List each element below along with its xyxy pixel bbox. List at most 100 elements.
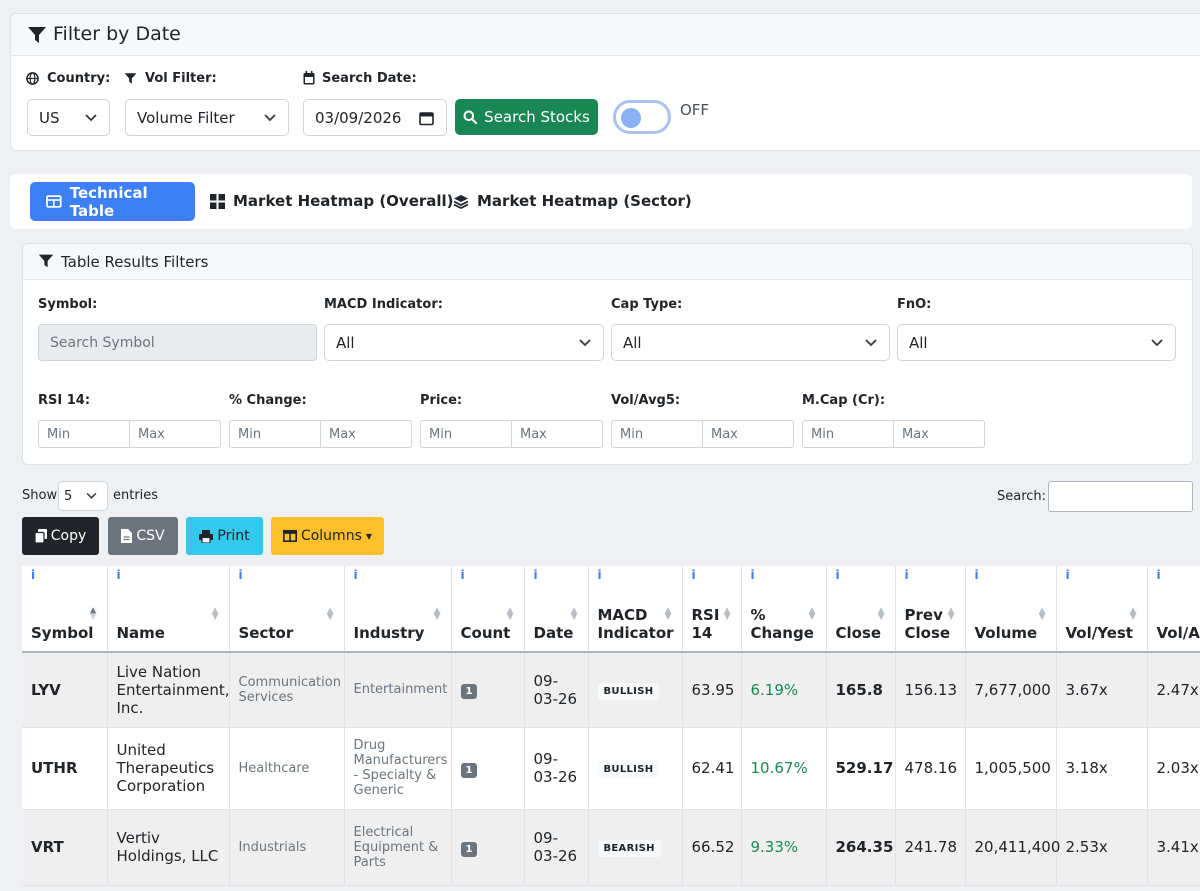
- table-row[interactable]: UTHR United Therapeutics Corporation Hea…: [22, 727, 1200, 810]
- technical-table-wrapper: i ▲ ▼ Symbol i ▲ ▼ Name i ▲ ▼ Sector i ▲ ▼ Industry …: [22, 566, 1200, 891]
- price-min-input[interactable]: Min: [429, 426, 453, 442]
- info-icon[interactable]: i: [31, 568, 36, 582]
- cell-symbol[interactable]: LYV: [22, 652, 108, 728]
- col-header-industry[interactable]: i ▲ ▼ Industry: [344, 566, 452, 653]
- entries-select[interactable]: 5: [58, 481, 108, 511]
- sort-icon: ▲ ▼: [808, 606, 816, 622]
- sort-icon: ▲ ▼: [433, 606, 441, 622]
- col-header-date[interactable]: i ▲ ▼ Date: [524, 566, 589, 653]
- price-max-input[interactable]: Max: [511, 421, 602, 447]
- col-header-close[interactable]: i ▲ ▼ Close: [826, 566, 896, 653]
- sort-icon: ▲ ▼: [877, 606, 885, 622]
- cell-symbol[interactable]: UTHR: [22, 727, 108, 810]
- col-header-name[interactable]: i ▲ ▼ Name: [107, 566, 230, 653]
- info-icon[interactable]: i: [1156, 568, 1161, 582]
- search-date-input[interactable]: 03/09/2026: [303, 99, 447, 136]
- sort-icon: ▲ ▼: [211, 606, 219, 622]
- info-icon[interactable]: i: [353, 568, 358, 582]
- vol-filter-select[interactable]: Volume Filter: [125, 99, 289, 136]
- table-row[interactable]: VRT Vertiv Holdings, LLC Industrials Ele…: [22, 809, 1200, 886]
- header-label: Close: [835, 624, 882, 642]
- rsi-max-input[interactable]: Max: [129, 421, 220, 447]
- info-icon[interactable]: i: [460, 568, 465, 582]
- header-label: RSI 14: [691, 606, 720, 642]
- col-header-symbol[interactable]: i ▲ ▼ Symbol: [22, 566, 108, 653]
- macd-badge: BEARISH: [597, 840, 661, 857]
- table-header-row: i ▲ ▼ Symbol i ▲ ▼ Name i ▲ ▼ Sector i ▲ ▼ Industry …: [22, 566, 1200, 653]
- table-row[interactable]: LYV Live Nation Entertainment, Inc. Comm…: [22, 652, 1200, 728]
- info-icon[interactable]: i: [974, 568, 979, 582]
- print-button[interactable]: Print: [186, 517, 263, 555]
- toggle-switch[interactable]: [613, 100, 671, 134]
- info-icon[interactable]: i: [597, 568, 602, 582]
- sort-icon: ▲ ▼: [326, 606, 334, 622]
- info-icon[interactable]: i: [238, 568, 243, 582]
- header-label: Count: [460, 624, 511, 642]
- macd-select[interactable]: All: [324, 324, 604, 361]
- header-label: MACD Indicator: [597, 606, 674, 642]
- csv-button[interactable]: CSV: [108, 517, 178, 555]
- table-search-input[interactable]: [1048, 481, 1193, 512]
- info-icon[interactable]: i: [750, 568, 755, 582]
- sort-asc-icon: ▲ ▼: [89, 606, 97, 622]
- tab-technical-table[interactable]: Technical Table: [30, 182, 195, 221]
- mcap-max-input[interactable]: Max: [893, 421, 984, 447]
- country-select-value: US: [39, 108, 60, 127]
- rsi-min-input[interactable]: Min: [47, 426, 71, 442]
- col-header-vol-yest[interactable]: i ▲ ▼ Vol/Yest: [1056, 566, 1148, 653]
- mcap-min-input[interactable]: Min: [811, 426, 835, 442]
- change-max-input[interactable]: Max: [320, 421, 411, 447]
- price-range: Min Max: [420, 420, 603, 448]
- results-filters-title: Table Results Filters: [61, 253, 209, 271]
- country-select[interactable]: US: [27, 99, 110, 136]
- change-label: % Change:: [229, 393, 307, 408]
- columns-icon: [282, 530, 297, 542]
- col-header-sector[interactable]: i ▲ ▼ Sector: [229, 566, 345, 653]
- chevron-down-icon: [85, 113, 97, 121]
- col-header-change[interactable]: i ▲ ▼% Change: [741, 566, 827, 653]
- col-header-volume[interactable]: i ▲ ▼ Volume: [965, 566, 1057, 653]
- header-label: Sector: [238, 624, 294, 642]
- vol-avg5-max-input[interactable]: Max: [702, 421, 793, 447]
- columns-button[interactable]: Columns ▼: [271, 517, 384, 555]
- tab-market-heatmap-overall[interactable]: Market Heatmap (Overall): [210, 192, 454, 210]
- cell-sector: Healthcare: [229, 727, 345, 810]
- chevron-down-icon: [1151, 338, 1163, 346]
- table-icon: [46, 195, 62, 208]
- tab-market-heatmap-sector[interactable]: Market Heatmap (Sector): [453, 192, 692, 210]
- cell-count: 1: [451, 652, 525, 728]
- tab-heatmap-sector-label: Market Heatmap (Sector): [477, 192, 692, 210]
- globe-icon: [26, 72, 39, 85]
- fno-select-value: All: [909, 333, 928, 352]
- info-icon[interactable]: i: [116, 568, 121, 582]
- fno-select[interactable]: All: [897, 324, 1176, 361]
- col-header-macd[interactable]: i ▲ ▼ MACD Indicator: [588, 566, 683, 653]
- macd-badge: BULLISH: [597, 761, 660, 778]
- vol-avg5-min-input[interactable]: Min: [620, 426, 644, 442]
- cap-type-select[interactable]: All: [611, 324, 890, 361]
- cell-date: 09-03-26: [524, 727, 589, 810]
- toggle-state-label: OFF: [680, 101, 710, 119]
- info-icon[interactable]: i: [533, 568, 538, 582]
- copy-button[interactable]: Copy: [22, 517, 99, 555]
- symbol-search-input[interactable]: Search Symbol: [38, 324, 317, 361]
- csv-label: CSV: [136, 528, 165, 544]
- calendar-picker-icon[interactable]: [419, 110, 434, 125]
- cell-symbol[interactable]: VRT: [22, 809, 108, 886]
- info-icon[interactable]: i: [691, 568, 696, 582]
- fno-label: FnO:: [897, 297, 932, 312]
- chevron-down-icon: [264, 113, 276, 121]
- col-header-rsi[interactable]: i ▲ ▼ RSI 14: [682, 566, 742, 653]
- col-header-prev-close[interactable]: i ▲ ▼ Prev Close: [895, 566, 966, 653]
- info-icon[interactable]: i: [835, 568, 840, 582]
- col-header-count[interactable]: i ▲ ▼ Count: [451, 566, 525, 653]
- print-label: Print: [217, 528, 250, 544]
- search-stocks-button[interactable]: Search Stocks: [455, 99, 598, 135]
- header-label: Symbol: [31, 624, 94, 642]
- copy-icon: [34, 529, 47, 543]
- col-header-vol-avg[interactable]: i Vol/A: [1147, 566, 1200, 653]
- count-badge: 1: [460, 841, 478, 857]
- info-icon[interactable]: i: [1065, 568, 1070, 582]
- change-min-input[interactable]: Min: [238, 426, 262, 442]
- info-icon[interactable]: i: [904, 568, 909, 582]
